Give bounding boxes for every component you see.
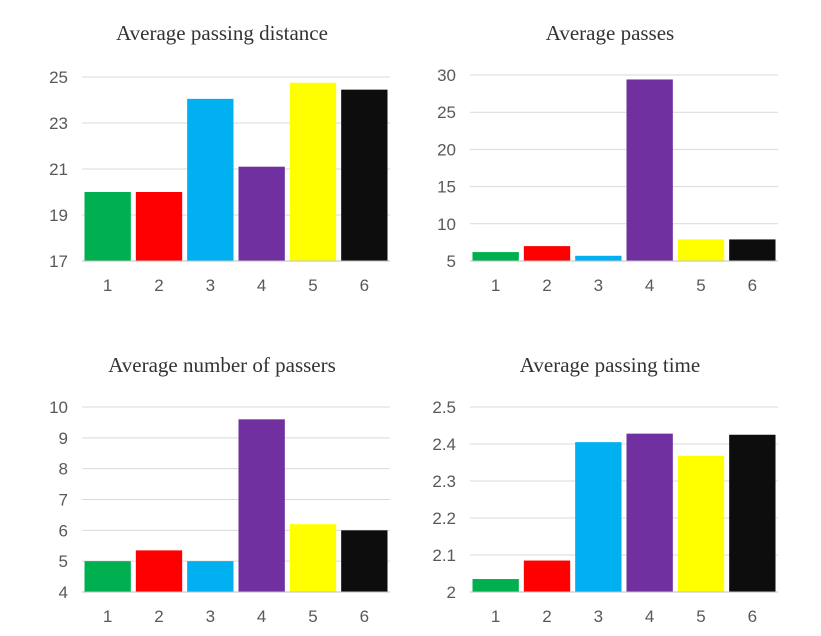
x-tick-label: 5 — [696, 607, 705, 626]
bar-4 — [626, 79, 673, 262]
x-tick-label: 2 — [542, 276, 551, 295]
x-tick-label: 3 — [206, 276, 215, 295]
x-tick-label: 4 — [257, 276, 266, 295]
y-tick-label: 17 — [49, 252, 68, 271]
x-tick-label: 6 — [748, 276, 757, 295]
bar-4 — [626, 433, 673, 592]
bar-2 — [523, 560, 571, 592]
bar-1 — [84, 192, 131, 261]
x-tick-label: 5 — [308, 276, 317, 295]
chart-title: Average number of passers — [108, 353, 336, 377]
y-tick-label: 7 — [59, 491, 68, 510]
x-tick-label: 6 — [748, 607, 757, 626]
x-tick-label: 4 — [645, 607, 654, 626]
x-tick-label: 5 — [308, 607, 317, 626]
x-tick-label: 1 — [103, 276, 112, 295]
x-tick-label: 2 — [542, 607, 551, 626]
x-tick-label: 2 — [154, 607, 163, 626]
y-tick-label: 21 — [49, 160, 68, 179]
bar-6 — [729, 239, 776, 261]
y-tick-label: 10 — [49, 398, 68, 417]
y-tick-label: 10 — [437, 215, 456, 234]
bar-2 — [135, 192, 183, 261]
x-tick-label: 6 — [360, 607, 369, 626]
x-tick-label: 6 — [360, 276, 369, 295]
chart-title: Average passes — [546, 21, 674, 45]
bar-1 — [84, 561, 131, 592]
x-tick-label: 1 — [491, 276, 500, 295]
y-tick-label: 9 — [59, 429, 68, 448]
x-tick-label: 3 — [594, 607, 603, 626]
y-tick-label: 2.1 — [432, 546, 456, 565]
y-tick-label: 15 — [437, 178, 456, 197]
y-tick-label: 4 — [59, 583, 68, 602]
y-tick-label: 2.4 — [432, 435, 456, 454]
x-tick-label: 4 — [645, 276, 654, 295]
bar-3 — [575, 255, 622, 261]
y-tick-label: 2.3 — [432, 472, 456, 491]
bar-5 — [289, 524, 337, 592]
y-tick-label: 25 — [49, 68, 68, 87]
bar-1 — [472, 252, 519, 261]
y-tick-label: 30 — [437, 66, 456, 85]
bar-1 — [472, 579, 519, 592]
x-tick-label: 1 — [103, 607, 112, 626]
x-tick-label: 5 — [696, 276, 705, 295]
y-tick-label: 2 — [447, 583, 456, 602]
bar-5 — [677, 239, 725, 261]
y-tick-label: 20 — [437, 140, 456, 159]
chart-title: Average passing distance — [116, 21, 328, 45]
bar-2 — [135, 550, 183, 592]
y-tick-label: 2.2 — [432, 509, 456, 528]
bar-5 — [289, 82, 337, 261]
x-tick-label: 1 — [491, 607, 500, 626]
y-tick-label: 25 — [437, 103, 456, 122]
y-tick-label: 8 — [59, 460, 68, 479]
y-tick-label: 23 — [49, 114, 68, 133]
bar-4 — [238, 166, 285, 261]
bar-6 — [341, 530, 388, 592]
bar-6 — [729, 434, 776, 592]
bar-3 — [575, 442, 622, 592]
bar-3 — [187, 561, 234, 592]
bar-6 — [341, 89, 388, 262]
bar-5 — [677, 455, 725, 592]
chart-title: Average passing time — [520, 353, 700, 377]
x-tick-label: 3 — [594, 276, 603, 295]
bar-3 — [187, 98, 234, 261]
y-tick-label: 6 — [59, 521, 68, 540]
y-tick-label: 2.5 — [432, 398, 456, 417]
bar-2 — [523, 246, 571, 261]
y-tick-label: 5 — [59, 552, 68, 571]
x-tick-label: 4 — [257, 607, 266, 626]
y-tick-label: 19 — [49, 206, 68, 225]
bar-4 — [238, 419, 285, 592]
y-tick-label: 5 — [447, 252, 456, 271]
x-tick-label: 2 — [154, 276, 163, 295]
x-tick-label: 3 — [206, 607, 215, 626]
